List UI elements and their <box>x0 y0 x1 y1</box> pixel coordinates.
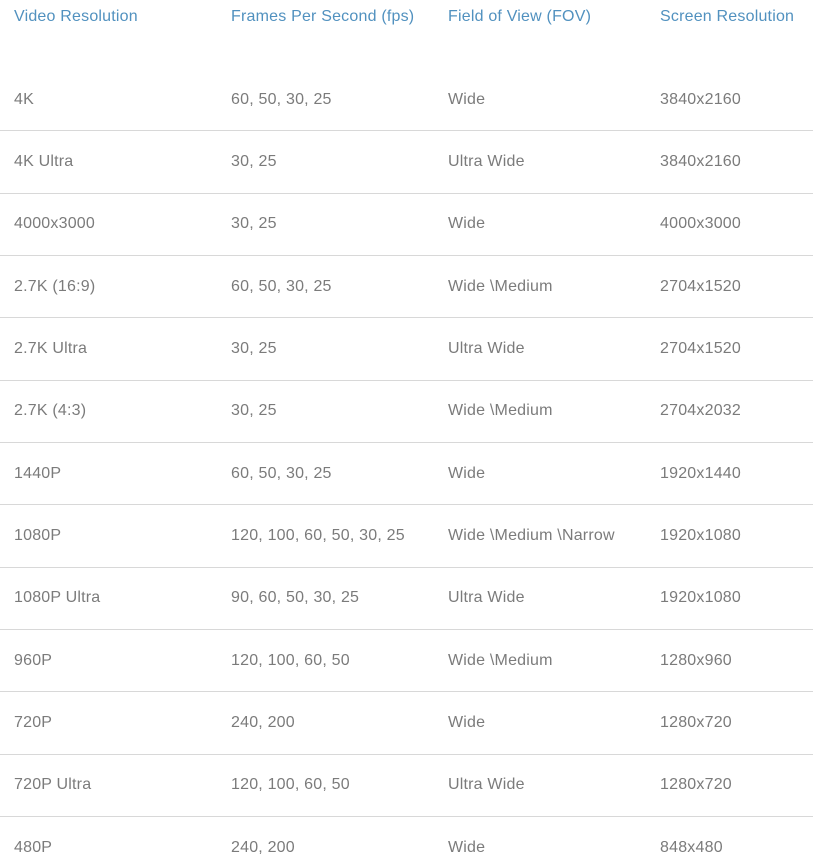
cell-fps: 30, 25 <box>231 215 277 233</box>
cell-video-resolution: 4K <box>14 90 34 108</box>
cell-video-resolution: 2.7K (16:9) <box>14 277 96 295</box>
cell-screen-resolution: 4000x3000 <box>660 215 741 233</box>
table-row: 1080P 120, 100, 60, 50, 30, 25 Wide \Med… <box>0 505 813 568</box>
table-row: 4K 60, 50, 30, 25 Wide 3840x2160 <box>0 69 813 132</box>
table-row: 2.7K Ultra 30, 25 Ultra Wide 2704x1520 <box>0 318 813 381</box>
cell-screen-resolution: 1920x1440 <box>660 464 741 482</box>
cell-fps: 120, 100, 60, 50, 30, 25 <box>231 526 405 544</box>
table-row: 720P Ultra 120, 100, 60, 50 Ultra Wide 1… <box>0 755 813 817</box>
cell-fov: Wide \Medium \Narrow <box>448 526 615 544</box>
cell-video-resolution: 2.7K Ultra <box>14 339 88 357</box>
cell-fps: 90, 60, 50, 30, 25 <box>231 589 360 607</box>
cell-fps: 30, 25 <box>231 402 277 420</box>
cell-video-resolution: 480P <box>14 839 53 857</box>
cell-screen-resolution: 3840x2160 <box>660 90 741 108</box>
cell-screen-resolution: 2704x2032 <box>660 402 741 420</box>
cell-fov: Ultra Wide <box>448 589 525 607</box>
cell-screen-resolution: 2704x1520 <box>660 339 741 357</box>
cell-video-resolution: 2.7K (4:3) <box>14 402 87 420</box>
table-row: 1440P 60, 50, 30, 25 Wide 1920x1440 <box>0 443 813 506</box>
table-row: 2.7K (4:3) 30, 25 Wide \Medium 2704x2032 <box>0 381 813 443</box>
cell-fov: Ultra Wide <box>448 339 525 357</box>
cell-fps: 60, 50, 30, 25 <box>231 277 332 295</box>
cell-fps: 60, 50, 30, 25 <box>231 90 332 108</box>
column-header-fps: Frames Per Second (fps) <box>231 8 415 25</box>
cell-screen-resolution: 1920x1080 <box>660 589 741 607</box>
cell-fov: Wide <box>448 464 486 482</box>
cell-screen-resolution: 848x480 <box>660 839 723 857</box>
table-body: 4K 60, 50, 30, 25 Wide 3840x2160 4K Ultr… <box>0 69 813 864</box>
clipped-previous-header-row: Video Resolution Frames Per Second (fps)… <box>0 0 813 4</box>
cell-video-resolution: 4000x3000 <box>14 215 95 233</box>
cell-screen-resolution: 1280x720 <box>660 713 732 731</box>
cell-fov: Wide \Medium <box>448 402 553 420</box>
cell-fps: 240, 200 <box>231 839 295 857</box>
cell-fov: Ultra Wide <box>448 152 525 170</box>
column-header-video-resolution: Video Resolution <box>14 8 138 25</box>
cell-fov: Wide \Medium <box>448 651 553 669</box>
table-row: 960P 120, 100, 60, 50 Wide \Medium 1280x… <box>0 630 813 693</box>
cell-video-resolution: 1080P Ultra <box>14 589 101 607</box>
cell-video-resolution: 960P <box>14 651 53 669</box>
cell-fov: Wide <box>448 839 486 857</box>
cell-video-resolution: 720P <box>14 713 53 731</box>
cell-fps: 240, 200 <box>231 713 295 731</box>
cell-fov: Ultra Wide <box>448 776 525 794</box>
cell-video-resolution: 1080P <box>14 526 62 544</box>
table-row: 480P 240, 200 Wide 848x480 <box>0 817 813 864</box>
cell-video-resolution: 720P Ultra <box>14 776 92 794</box>
cell-fps: 30, 25 <box>231 152 277 170</box>
column-header-screen-resolution: Screen Resolution <box>660 8 795 25</box>
cell-screen-resolution: 3840x2160 <box>660 152 741 170</box>
cell-fov: Wide <box>448 90 486 108</box>
cell-screen-resolution: 1280x720 <box>660 776 732 794</box>
column-header-fov: Field of View (FOV) <box>448 8 592 25</box>
table-row: 2.7K (16:9) 60, 50, 30, 25 Wide \Medium … <box>0 256 813 319</box>
cell-fov: Wide <box>448 215 486 233</box>
table-row: 4000x3000 30, 25 Wide 4000x3000 <box>0 194 813 256</box>
cell-fov: Wide <box>448 713 486 731</box>
cell-screen-resolution: 2704x1520 <box>660 277 741 295</box>
cell-screen-resolution: 1280x960 <box>660 651 732 669</box>
table-row: 720P 240, 200 Wide 1280x720 <box>0 692 813 755</box>
table-row: 4K Ultra 30, 25 Ultra Wide 3840x2160 <box>0 131 813 194</box>
cell-fps: 120, 100, 60, 50 <box>231 776 350 794</box>
cell-fps: 120, 100, 60, 50 <box>231 651 350 669</box>
cell-video-resolution: 4K Ultra <box>14 152 74 170</box>
cell-fps: 60, 50, 30, 25 <box>231 464 332 482</box>
cell-fov: Wide \Medium <box>448 277 553 295</box>
cell-fps: 30, 25 <box>231 339 277 357</box>
table-header: Video Resolution Frames Per Second (fps)… <box>0 4 813 69</box>
table-row: 1080P Ultra 90, 60, 50, 30, 25 Ultra Wid… <box>0 568 813 630</box>
cell-video-resolution: 1440P <box>14 464 62 482</box>
cell-screen-resolution: 1920x1080 <box>660 526 741 544</box>
